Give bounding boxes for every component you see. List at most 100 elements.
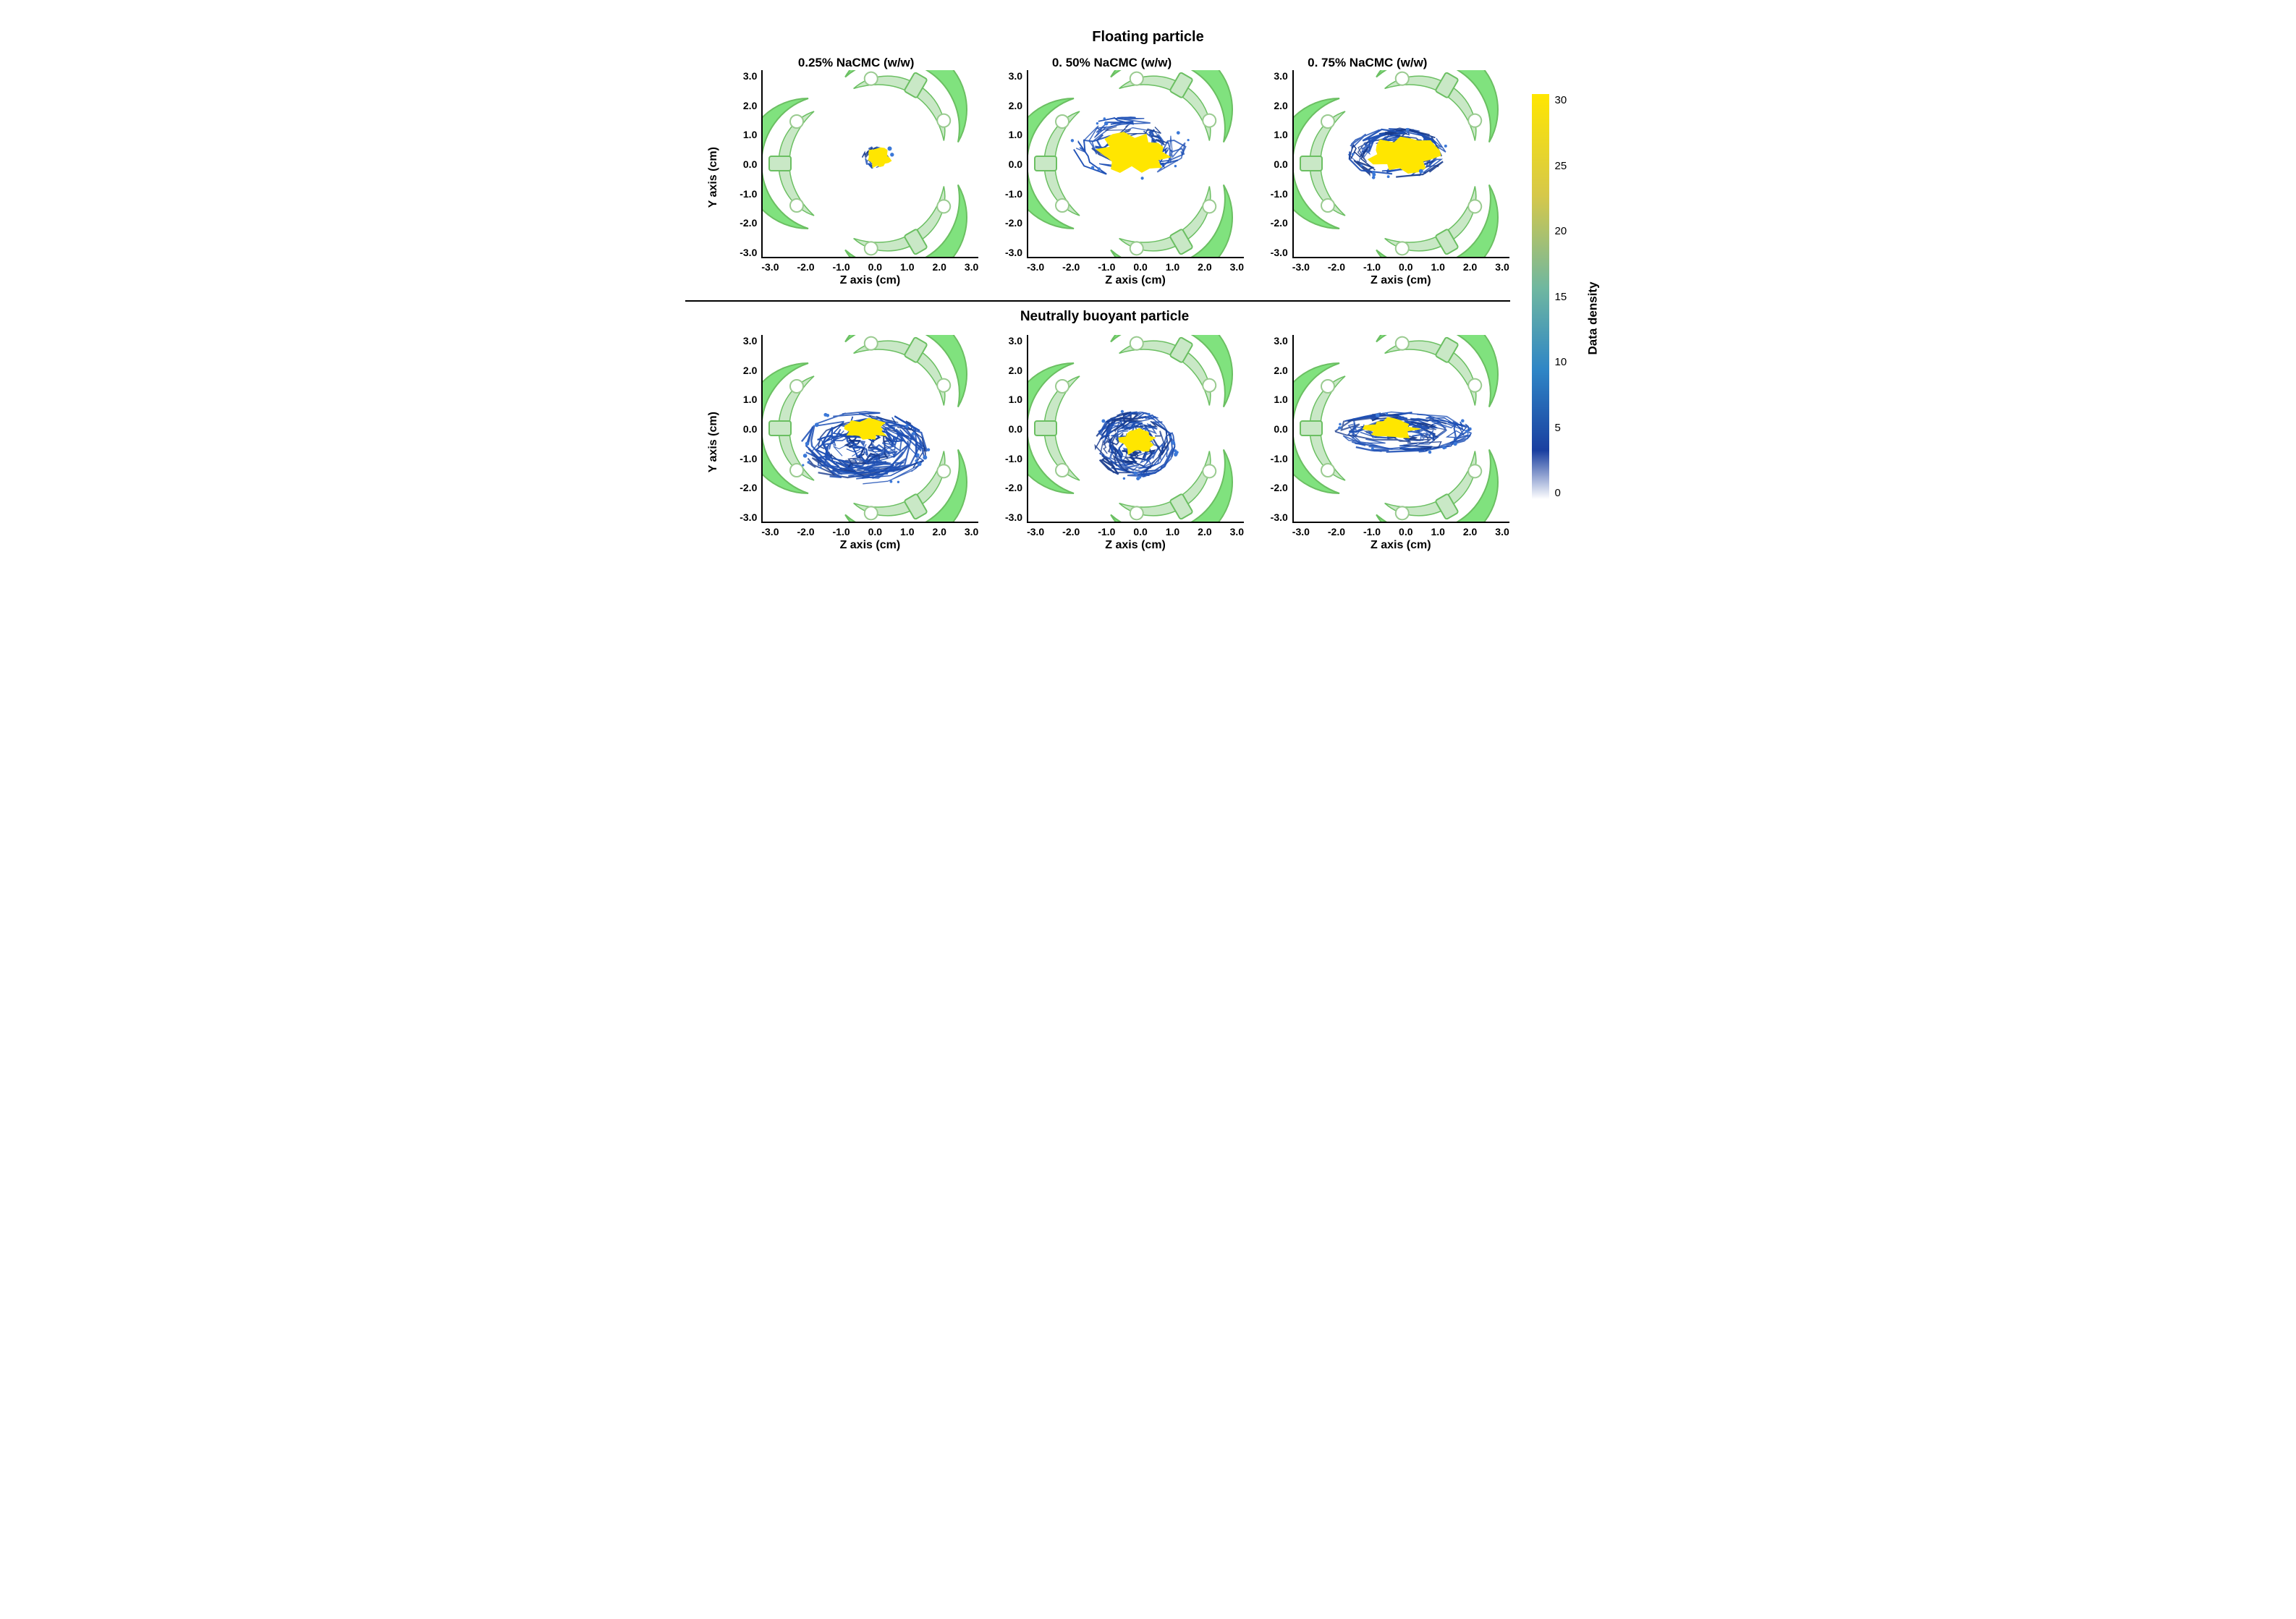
x-tick-labels: -3.0-2.0-1.00.01.02.03.0 <box>761 258 978 273</box>
y-tick: 1.0 <box>743 394 757 405</box>
y-tick: 1.0 <box>1009 394 1022 405</box>
x-tick: -3.0 <box>761 261 779 273</box>
ylabel-bottom: Y axis (cm) <box>707 412 720 472</box>
x-tick: -2.0 <box>1062 261 1080 273</box>
x-tick: -2.0 <box>1328 526 1345 537</box>
y-tick: -1.0 <box>1271 453 1288 464</box>
y-tick: -2.0 <box>1271 217 1288 229</box>
x-tick: -2.0 <box>1062 526 1080 537</box>
col-title-2: 0. 75% NaCMC (w/w) <box>1240 56 1495 70</box>
plot-area <box>1292 70 1509 258</box>
y-tick: -1.0 <box>740 453 757 464</box>
x-tick: 0.0 <box>1399 526 1412 537</box>
y-tick: -3.0 <box>1005 247 1022 258</box>
x-tick: -1.0 <box>833 261 850 273</box>
y-tick-labels: 3.0 2.0 1.0 0.0 -1.0 -2.0 -3.0 <box>996 335 1027 523</box>
y-tick: -2.0 <box>740 482 757 493</box>
y-tick: 2.0 <box>1009 100 1022 111</box>
y-tick: -1.0 <box>1005 453 1022 464</box>
x-axis-label: Z axis (cm) <box>1292 274 1509 287</box>
x-tick: 1.0 <box>1166 261 1179 273</box>
cbar-tick: 25 <box>1555 160 1567 172</box>
y-tick: 0.0 <box>1274 158 1287 170</box>
x-tick: 3.0 <box>1495 261 1509 273</box>
plot-area <box>1027 70 1244 258</box>
y-tick: -3.0 <box>1005 511 1022 523</box>
cbar-tick: 15 <box>1555 291 1567 303</box>
x-tick: 1.0 <box>900 261 914 273</box>
x-tick: 3.0 <box>1495 526 1509 537</box>
y-tick: 2.0 <box>1009 365 1022 376</box>
panel-row-bottom: Y axis (cm) 3.0 2.0 1.0 0.0 -1.0 -2.0 -3.0 -3.0… <box>685 335 1525 552</box>
plot-area <box>761 335 978 523</box>
x-tick: 3.0 <box>965 261 978 273</box>
plot-area <box>1292 335 1509 523</box>
x-tick: 0.0 <box>868 526 882 537</box>
figure-root: Floating particle 0.25% NaCMC (w/w) 0. 5… <box>685 29 1611 552</box>
col-title-0: 0.25% NaCMC (w/w) <box>729 56 984 70</box>
x-tick: -1.0 <box>1363 261 1381 273</box>
x-tick: 2.0 <box>1198 261 1211 273</box>
y-tick-labels: 3.02.01.00.0-1.0-2.0-3.0 <box>996 70 1027 258</box>
y-tick-labels: 3.02.01.00.0-1.0-2.0-3.0 <box>1262 335 1292 523</box>
x-tick: 3.0 <box>965 526 978 537</box>
x-tick: -3.0 <box>1292 526 1310 537</box>
x-tick: 2.0 <box>1198 526 1211 537</box>
y-tick: 3.0 <box>1009 70 1022 82</box>
figure-title-top: Floating particle <box>685 29 1611 46</box>
x-tick: -3.0 <box>1027 526 1044 537</box>
colorbar: 30 25 20 15 10 5 0 Data density <box>1532 94 1600 543</box>
y-tick-labels: 3.02.01.00.0-1.0-2.0-3.0 <box>1262 70 1292 258</box>
y-tick: 3.0 <box>743 70 757 82</box>
x-tick: -3.0 <box>1292 261 1310 273</box>
y-tick: 0.0 <box>1274 423 1287 435</box>
y-tick: 3.0 <box>743 335 757 347</box>
x-tick: 0.0 <box>1133 261 1147 273</box>
density-overlay <box>763 335 978 523</box>
x-tick: 0.0 <box>868 261 882 273</box>
panel-f-050: 3.02.01.00.0-1.0-2.0-3.0-3.0-2.0-1.00.01… <box>996 70 1256 287</box>
colorbar-label: Data density <box>1586 281 1601 354</box>
y-tick: 2.0 <box>743 100 757 111</box>
panel-f-025: 3.02.01.00.0-1.0-2.0-3.0-3.0-2.0-1.00.01… <box>731 70 991 287</box>
x-axis-label: Z axis (cm) <box>1027 539 1244 552</box>
x-tick: -2.0 <box>797 526 814 537</box>
y-tick: 0.0 <box>1009 423 1022 435</box>
x-tick: 1.0 <box>1431 526 1444 537</box>
x-tick: 3.0 <box>1230 261 1244 273</box>
x-tick: -3.0 <box>1027 261 1044 273</box>
y-tick: -3.0 <box>740 247 757 258</box>
x-tick: -1.0 <box>1363 526 1381 537</box>
x-axis-label: Z axis (cm) <box>1292 539 1509 552</box>
cbar-tick: 0 <box>1555 487 1567 499</box>
y-tick: -2.0 <box>740 217 757 229</box>
ylabel-top: Y axis (cm) <box>707 147 720 208</box>
y-tick-labels: 3.02.01.00.0-1.0-2.0-3.0 <box>731 335 761 523</box>
x-axis-label: Z axis (cm) <box>761 539 978 552</box>
x-tick: -2.0 <box>797 261 814 273</box>
x-tick: 1.0 <box>1166 526 1179 537</box>
x-tick: 2.0 <box>1463 526 1477 537</box>
y-tick: 1.0 <box>1274 129 1287 140</box>
cbar-tick: 10 <box>1555 356 1567 368</box>
colorbar-gradient <box>1532 94 1549 499</box>
y-tick: 0.0 <box>1009 158 1022 170</box>
y-tick: 3.0 <box>1009 335 1022 347</box>
y-tick: -1.0 <box>740 188 757 200</box>
y-tick-labels: 3.02.01.00.0-1.0-2.0-3.0 <box>731 70 761 258</box>
plot-area <box>761 70 978 258</box>
x-tick: -1.0 <box>1098 526 1115 537</box>
x-tick: 2.0 <box>1463 261 1477 273</box>
panel-f-075: 3.02.01.00.0-1.0-2.0-3.0-3.0-2.0-1.00.01… <box>1262 70 1522 287</box>
y-tick: -3.0 <box>1271 511 1288 523</box>
y-tick: -2.0 <box>1005 482 1022 493</box>
x-tick: -2.0 <box>1328 261 1345 273</box>
y-tick: 2.0 <box>1274 365 1287 376</box>
x-tick-labels: -3.0-2.0-1.00.01.02.03.0 <box>1027 523 1244 537</box>
y-tick: 1.0 <box>1009 129 1022 140</box>
density-overlay <box>1028 335 1244 523</box>
density-overlay <box>1028 70 1244 258</box>
cbar-tick: 5 <box>1555 422 1567 434</box>
panel-n-025: 3.02.01.00.0-1.0-2.0-3.0-3.0-2.0-1.00.01… <box>731 335 991 552</box>
x-tick: 1.0 <box>1431 261 1444 273</box>
